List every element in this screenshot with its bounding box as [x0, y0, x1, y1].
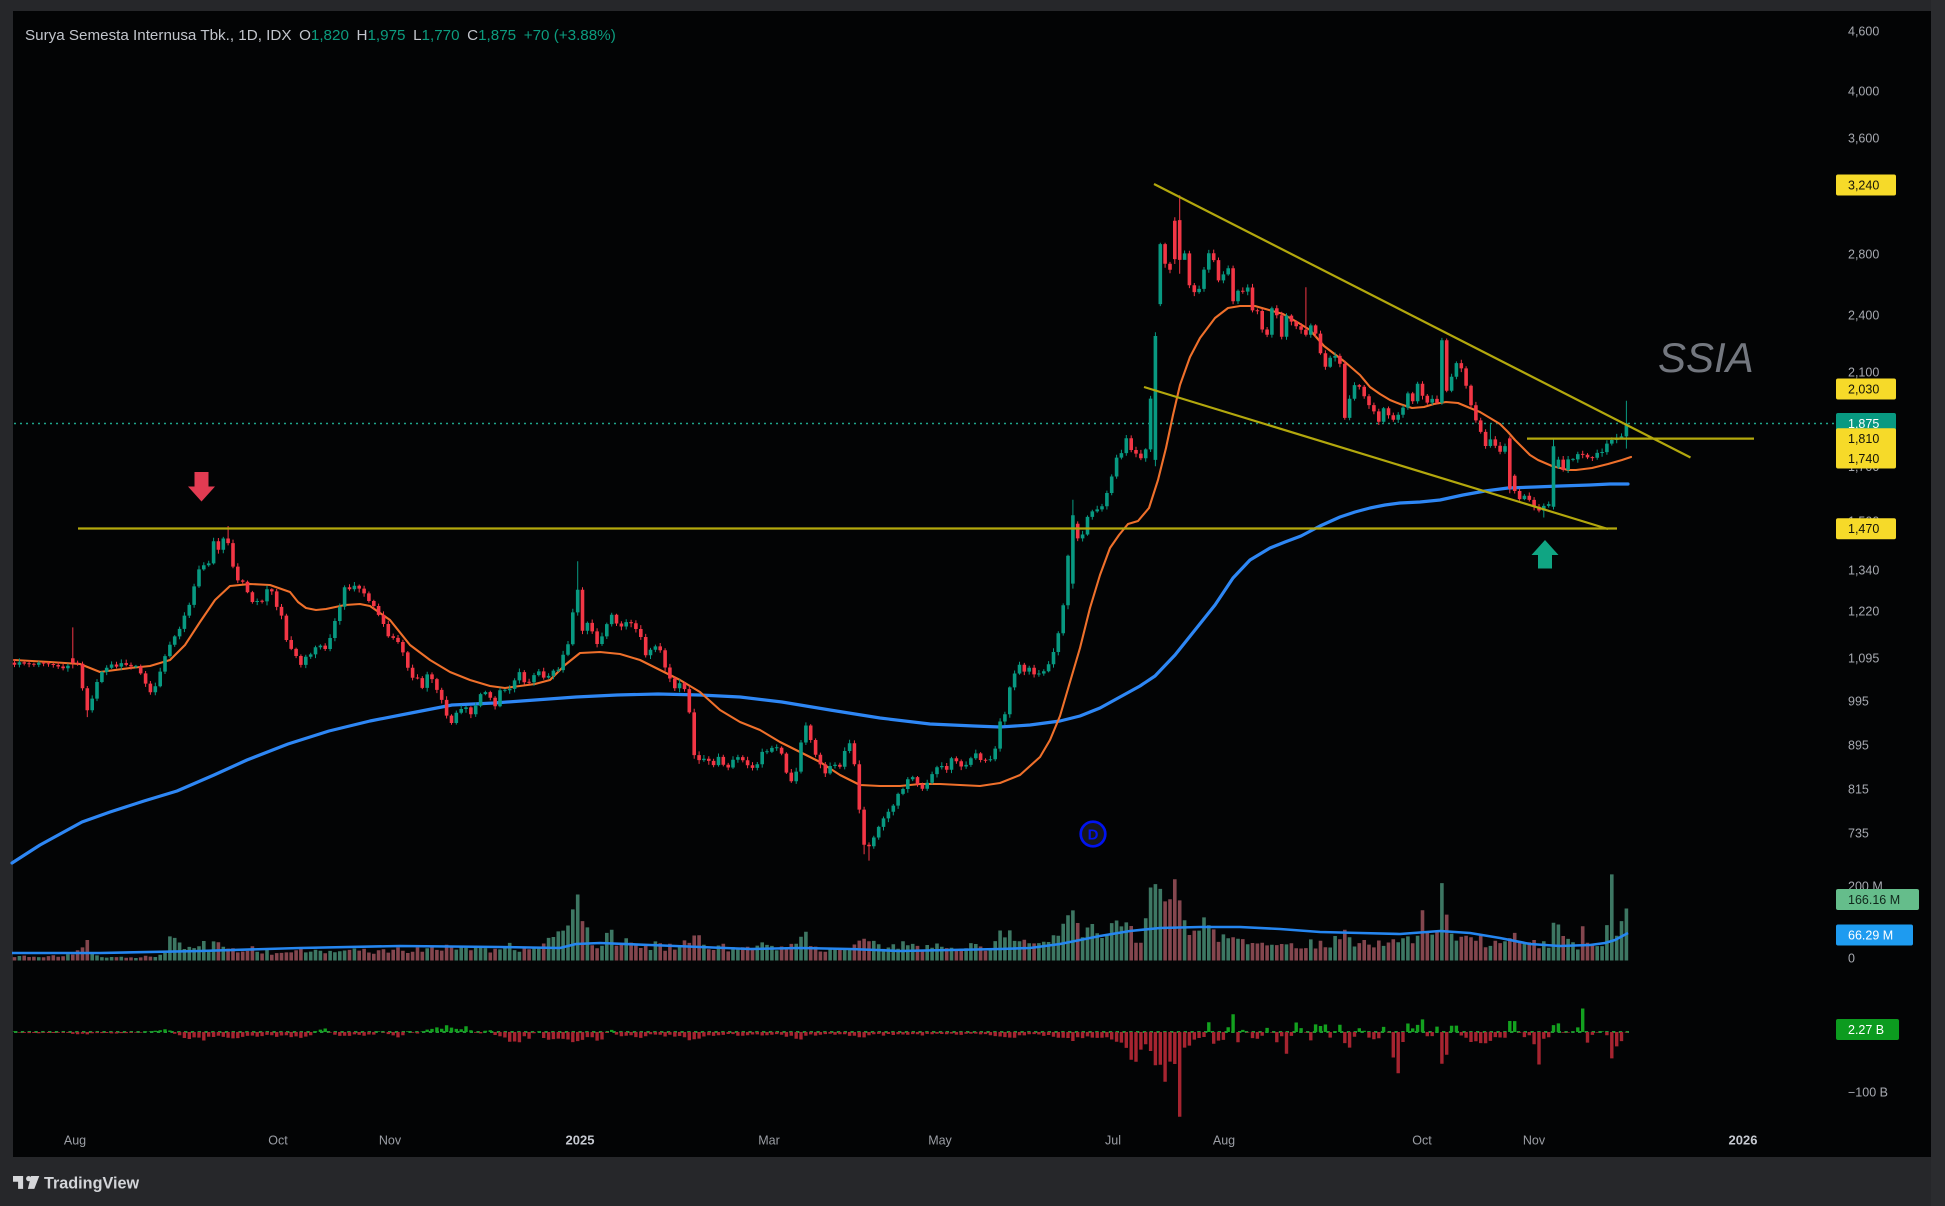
svg-text:1,810: 1,810: [1848, 432, 1879, 446]
svg-text:TradingView: TradingView: [44, 1175, 139, 1193]
svg-text:SSIA: SSIA: [1658, 334, 1754, 381]
svg-text:Aug: Aug: [1213, 1134, 1235, 1148]
svg-text:995: 995: [1848, 694, 1869, 708]
svg-text:3,240: 3,240: [1848, 178, 1879, 192]
svg-text:2,800: 2,800: [1848, 247, 1879, 261]
svg-text:May: May: [928, 1134, 952, 1148]
svg-text:735: 735: [1848, 826, 1869, 840]
svg-text:Oct: Oct: [268, 1134, 288, 1148]
svg-text:1,875: 1,875: [1848, 417, 1879, 431]
svg-text:66.29 M: 66.29 M: [1848, 928, 1893, 942]
svg-text:Jul: Jul: [1105, 1134, 1121, 1148]
svg-text:815: 815: [1848, 782, 1869, 796]
svg-text:4,000: 4,000: [1848, 84, 1879, 98]
svg-text:2,400: 2,400: [1848, 308, 1879, 322]
svg-text:Surya Semesta Internusa Tbk.,: Surya Semesta Internusa Tbk., 1D, IDX O1…: [25, 27, 616, 44]
svg-text:Mar: Mar: [758, 1134, 780, 1148]
svg-text:Oct: Oct: [1412, 1134, 1432, 1148]
svg-text:895: 895: [1848, 738, 1869, 752]
svg-text:2,100: 2,100: [1848, 365, 1879, 379]
svg-text:Aug: Aug: [64, 1134, 86, 1148]
svg-text:1,220: 1,220: [1848, 604, 1879, 618]
svg-text:1,470: 1,470: [1848, 522, 1879, 536]
svg-text:Nov: Nov: [379, 1134, 402, 1148]
svg-text:1,740: 1,740: [1848, 452, 1879, 466]
svg-text:166.16 M: 166.16 M: [1848, 893, 1900, 907]
svg-text:D: D: [1088, 827, 1099, 844]
svg-text:3,600: 3,600: [1848, 131, 1879, 145]
svg-text:2,030: 2,030: [1848, 382, 1879, 396]
svg-text:1,095: 1,095: [1848, 651, 1879, 665]
svg-text:0: 0: [1848, 951, 1855, 965]
svg-text:1,340: 1,340: [1848, 563, 1879, 577]
svg-text:4,600: 4,600: [1848, 24, 1879, 38]
svg-text:2025: 2025: [566, 1133, 595, 1148]
svg-text:2026: 2026: [1729, 1133, 1758, 1148]
svg-text:−100 B: −100 B: [1848, 1085, 1888, 1099]
svg-text:Nov: Nov: [1523, 1134, 1546, 1148]
svg-text:2.27 B: 2.27 B: [1848, 1023, 1884, 1037]
